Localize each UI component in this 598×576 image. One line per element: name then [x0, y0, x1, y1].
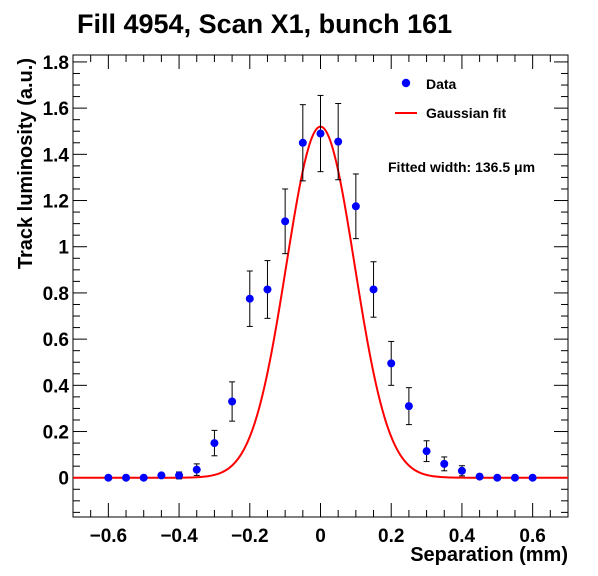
axis-ticks: [73, 55, 569, 517]
data-marker: [387, 359, 396, 368]
y-tick-label: 0: [58, 469, 69, 490]
data-marker: [210, 439, 219, 448]
data-point: [493, 473, 502, 482]
data-marker: [245, 294, 254, 303]
data-point: [122, 473, 131, 482]
x-tick-label: −0.4: [160, 526, 198, 547]
data-marker: [369, 285, 378, 294]
x-tick-label: 0.4: [449, 526, 476, 547]
y-tick-label: 0.6: [43, 330, 69, 351]
data-marker: [422, 447, 431, 456]
data-point: [228, 381, 237, 422]
data-points-layer: [104, 94, 537, 482]
data-marker: [528, 473, 537, 482]
data-point: [475, 472, 484, 481]
fitted-width-annotation: Fitted width: 136.5 μm: [388, 159, 535, 175]
data-point: [175, 471, 184, 480]
data-point: [316, 94, 325, 173]
data-point: [334, 103, 343, 181]
data-point: [369, 261, 378, 318]
data-point: [210, 429, 219, 457]
x-tick-label: −0.6: [90, 526, 128, 547]
data-marker: [493, 473, 502, 482]
x-tick-label: 0.2: [378, 526, 404, 547]
x-tick-label: 0.6: [519, 526, 545, 547]
data-marker: [316, 129, 325, 138]
data-marker: [228, 397, 237, 406]
x-tick-label: 0: [315, 526, 326, 547]
data-marker: [475, 472, 484, 481]
y-tick-label: 0.4: [43, 376, 70, 397]
data-point: [528, 473, 537, 482]
data-point: [422, 440, 431, 463]
legend: Data Gaussian fit: [395, 76, 506, 121]
data-point: [157, 471, 166, 480]
data-marker: [263, 285, 272, 294]
data-point: [440, 456, 449, 472]
data-point: [457, 465, 466, 477]
data-marker: [157, 471, 166, 480]
data-marker: [175, 471, 184, 480]
y-tick-label: 0.8: [43, 284, 69, 305]
data-point: [387, 340, 396, 386]
y-tick-label: 1.4: [43, 145, 70, 166]
y-tick-label: 1: [58, 238, 69, 259]
data-point: [192, 463, 201, 476]
data-marker: [440, 459, 449, 468]
data-point: [351, 173, 360, 240]
data-marker: [298, 138, 307, 147]
data-marker: [122, 473, 131, 482]
data-point: [104, 473, 113, 482]
legend-data-label: Data: [426, 76, 457, 92]
data-marker: [404, 402, 413, 411]
data-point: [281, 188, 290, 255]
data-marker: [351, 202, 360, 211]
legend-fit-label: Gaussian fit: [426, 105, 506, 121]
data-point: [245, 270, 254, 327]
y-tick-label: 1.6: [43, 99, 69, 120]
axis-tick-labels: −0.6 −0.4 −0.2 0 0.2 0.4 0.6 0 0.2 0.4 0.6 0.8 1 1.2 1…: [43, 53, 546, 547]
data-point: [139, 473, 148, 482]
data-marker: [192, 465, 201, 474]
y-tick-label: 0.2: [43, 423, 69, 444]
x-tick-label: −0.2: [231, 526, 269, 547]
x-axis-title: Separation (mm): [410, 544, 568, 566]
data-marker: [281, 217, 290, 226]
y-axis-title: Track luminosity (a.u.): [15, 58, 37, 269]
data-marker: [139, 473, 148, 482]
chart-title: Fill 4954, Scan X1, bunch 161: [77, 9, 452, 39]
data-marker: [510, 473, 519, 482]
data-marker: [104, 473, 113, 482]
data-point: [298, 104, 307, 182]
data-point: [404, 387, 413, 426]
legend-data-marker: [401, 78, 411, 88]
data-marker: [457, 466, 466, 475]
data-point: [510, 473, 519, 482]
y-tick-label: 1.2: [43, 192, 69, 213]
y-tick-label: 1.8: [43, 53, 69, 74]
data-marker: [334, 137, 343, 146]
data-point: [263, 260, 272, 319]
